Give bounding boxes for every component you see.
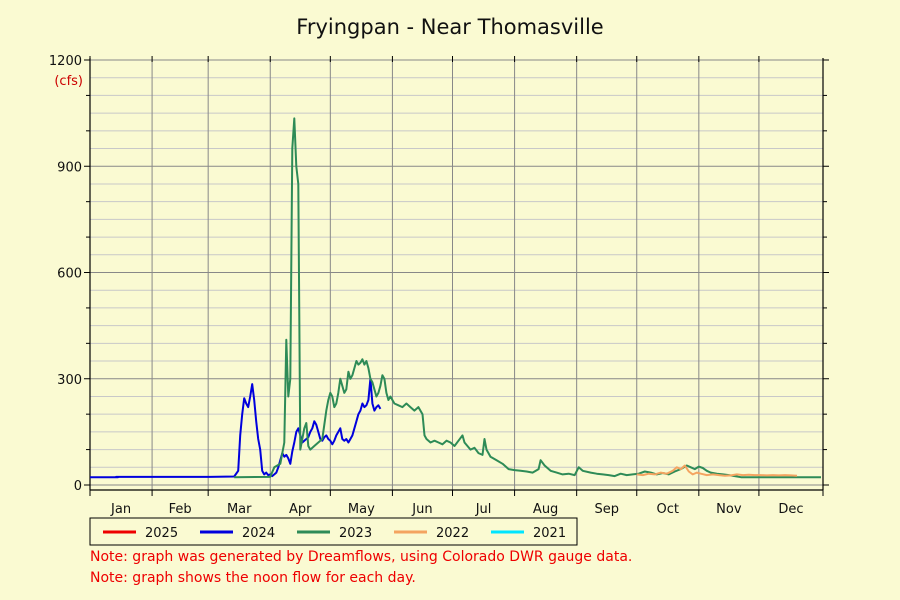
y-tick-label: 300 <box>57 373 82 388</box>
note-source: Note: graph was generated by Dreamflows,… <box>90 549 633 565</box>
x-tick-label: Aug <box>533 502 558 517</box>
x-tick-label: Apr <box>289 502 312 517</box>
plot-area <box>90 60 823 490</box>
x-tick-label: Jul <box>475 502 492 517</box>
y-unit-label: (cfs) <box>54 74 83 89</box>
x-tick-label: May <box>348 502 375 517</box>
legend-label: 2021 <box>533 526 566 541</box>
chart-title: Fryingpan - Near Thomasville <box>296 15 603 39</box>
x-tick-label: Mar <box>227 502 252 517</box>
series-line-2024 <box>90 377 382 479</box>
legend-label: 2025 <box>145 526 178 541</box>
x-tick-label: Oct <box>657 502 679 517</box>
axes: 0 300 600 900 1200 Jan Feb Mar Apr May Jun Jul Aug Se… <box>49 54 829 517</box>
series-line-2023 <box>234 117 821 479</box>
y-tick-label: 1200 <box>49 54 82 69</box>
series-line-2022 <box>636 464 798 477</box>
legend-label: 2024 <box>242 526 275 541</box>
grid <box>90 59 823 490</box>
note-noon: Note: graph shows the noon flow for each… <box>90 570 416 586</box>
legend-label: 2023 <box>339 526 372 541</box>
series-lines <box>90 117 821 479</box>
x-tick-label: Jun <box>411 502 432 517</box>
legend: 2025 2024 2023 2022 2021 <box>89 517 578 546</box>
x-tick-label: Nov <box>716 502 742 517</box>
x-tick-label: Sep <box>594 502 619 517</box>
x-tick-label: Jan <box>110 502 131 517</box>
x-tick-label: Feb <box>169 502 192 517</box>
y-tick-label: 600 <box>57 267 82 282</box>
y-tick-label: 0 <box>74 479 82 494</box>
legend-label: 2022 <box>436 526 469 541</box>
y-tick-label: 900 <box>57 160 82 175</box>
x-tick-label: Dec <box>778 502 803 517</box>
